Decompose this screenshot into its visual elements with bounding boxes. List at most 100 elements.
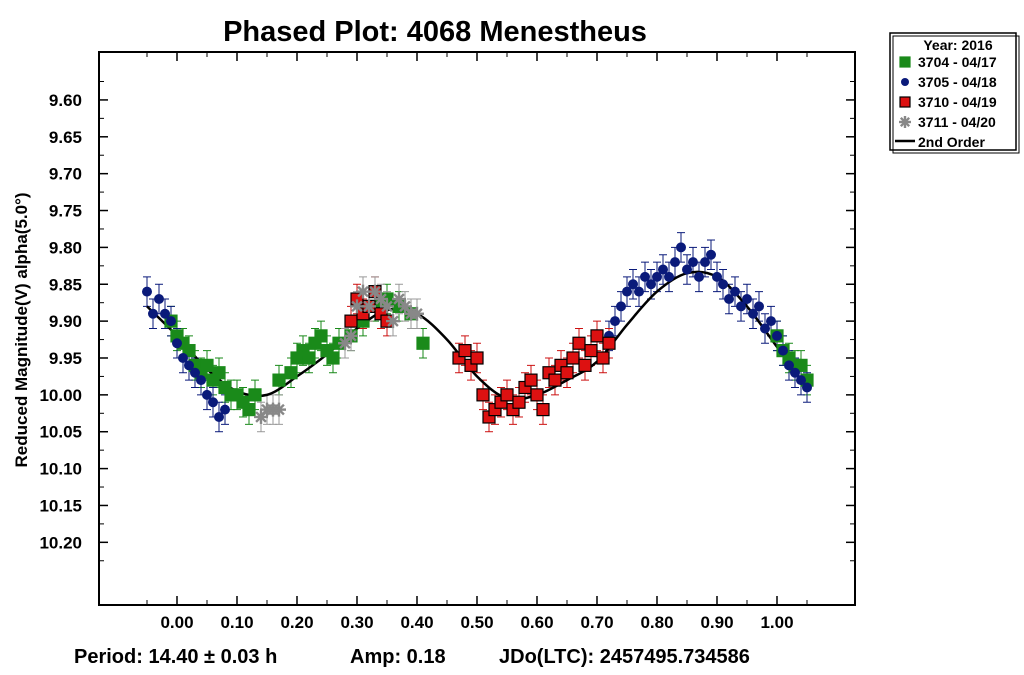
y-tick-label: 9.70 [49, 165, 82, 184]
data-point-series-1 [706, 249, 716, 260]
x-tick-label: 0.50 [460, 613, 493, 632]
data-point-series-2 [560, 366, 574, 380]
legend-title: Year: 2016 [923, 37, 992, 53]
data-point-series-2 [596, 351, 610, 365]
data-point-series-1 [148, 308, 158, 319]
data-point-series-2 [578, 358, 592, 372]
data-point-series-2 [536, 403, 550, 417]
data-point-series-2 [584, 344, 598, 358]
data-point-series-1 [190, 367, 200, 378]
data-point-series-1 [688, 257, 698, 268]
data-point-series-3 [380, 299, 394, 314]
data-point-series-1 [214, 411, 224, 422]
data-point-series-1 [802, 382, 812, 393]
data-point-series-1 [796, 375, 806, 386]
data-point-series-2 [566, 351, 580, 365]
data-point-series-1 [778, 345, 788, 356]
legend-marker [899, 96, 911, 108]
legend-label: 3704 - 04/17 [918, 54, 997, 70]
data-point-series-1 [712, 271, 722, 282]
data-point-series-3 [410, 306, 424, 321]
x-tick-label: 0.70 [580, 613, 613, 632]
data-point-series-0 [416, 336, 430, 350]
data-point-series-1 [142, 286, 152, 297]
data-point-series-0 [302, 351, 316, 365]
data-point-series-1 [736, 301, 746, 312]
legend-label: 3705 - 04/18 [918, 74, 997, 90]
legend-box [889, 32, 1017, 151]
data-point-series-1 [208, 397, 218, 408]
data-point-series-1 [160, 308, 170, 319]
x-tick-label: 0.30 [340, 613, 373, 632]
legend: Year: 2016 3704 - 04/17 3705 - 04/18 3710 … [889, 32, 1020, 154]
legend-marker [901, 78, 909, 86]
legend-marker [899, 116, 911, 128]
plot-area [98, 51, 856, 606]
data-points [142, 242, 814, 424]
data-point-series-1 [700, 257, 710, 268]
data-point-series-2 [530, 388, 544, 402]
data-point-series-0 [314, 329, 328, 343]
y-tick-label: 10.00 [39, 386, 82, 405]
data-point-series-3 [272, 402, 286, 417]
data-point-series-1 [694, 271, 704, 282]
data-point-series-3 [362, 299, 376, 314]
data-point-series-0 [212, 366, 226, 380]
data-point-series-0 [272, 373, 286, 387]
x-tick-label: 0.20 [280, 613, 313, 632]
data-point-series-1 [622, 286, 632, 297]
data-point-series-2 [602, 336, 616, 350]
data-point-series-1 [178, 352, 188, 363]
data-point-series-1 [790, 367, 800, 378]
data-point-series-0 [284, 366, 298, 380]
chart-title: Phased Plot: 4068 Menestheus [223, 16, 647, 48]
data-point-series-1 [682, 264, 692, 275]
data-point-series-1 [658, 264, 668, 275]
data-point-series-1 [748, 308, 758, 319]
y-axis-label: Reduced Magnitude(V) alpha(5.0°) [12, 192, 31, 467]
data-point-series-2 [548, 373, 562, 387]
data-point-series-1 [724, 294, 734, 305]
data-point-series-3 [356, 284, 370, 299]
data-point-series-1 [172, 338, 182, 349]
data-point-series-2 [572, 336, 586, 350]
y-tick-label: 10.15 [39, 496, 82, 515]
x-tick-label: 0.00 [160, 613, 193, 632]
data-point-series-1 [718, 279, 728, 290]
data-point-series-3 [344, 328, 358, 343]
data-point-series-1 [754, 301, 764, 312]
data-point-series-0 [182, 344, 196, 358]
y-axis: 9.60 9.65 9.70 9.75 9.80 9.85 9.90 9.95 10.00 10.… [39, 80, 855, 562]
data-point-series-1 [730, 286, 740, 297]
x-tick-label: 1.00 [760, 613, 793, 632]
x-tick-label: 0.60 [520, 613, 553, 632]
y-tick-label: 9.75 [49, 202, 82, 221]
data-point-series-2 [590, 329, 604, 343]
data-point-series-1 [616, 301, 626, 312]
data-point-series-1 [772, 330, 782, 341]
data-point-series-1 [652, 271, 662, 282]
data-point-series-1 [166, 316, 176, 327]
data-point-series-2 [512, 395, 526, 409]
data-point-series-1 [196, 375, 206, 386]
legend-label: 3710 - 04/19 [918, 94, 997, 110]
data-point-series-2 [524, 373, 538, 387]
legend-fit-label: 2nd Order [918, 134, 985, 150]
data-point-series-3 [350, 299, 364, 314]
data-point-series-1 [742, 294, 752, 305]
amplitude-label: Amp: 0.18 [350, 646, 446, 668]
legend-marker [899, 56, 911, 68]
data-point-series-2 [344, 314, 358, 328]
y-tick-label: 9.65 [49, 128, 82, 147]
data-point-series-1 [646, 279, 656, 290]
y-tick-label: 10.20 [39, 533, 82, 552]
y-tick-label: 9.85 [49, 275, 82, 294]
x-tick-label: 0.80 [640, 613, 673, 632]
x-tick-label: 0.90 [700, 613, 733, 632]
y-tick-label: 9.60 [49, 91, 82, 110]
data-point-series-1 [628, 279, 638, 290]
data-point-series-2 [476, 388, 490, 402]
data-point-series-1 [760, 323, 770, 334]
data-point-series-1 [202, 389, 212, 400]
y-tick-label: 10.05 [39, 423, 82, 442]
